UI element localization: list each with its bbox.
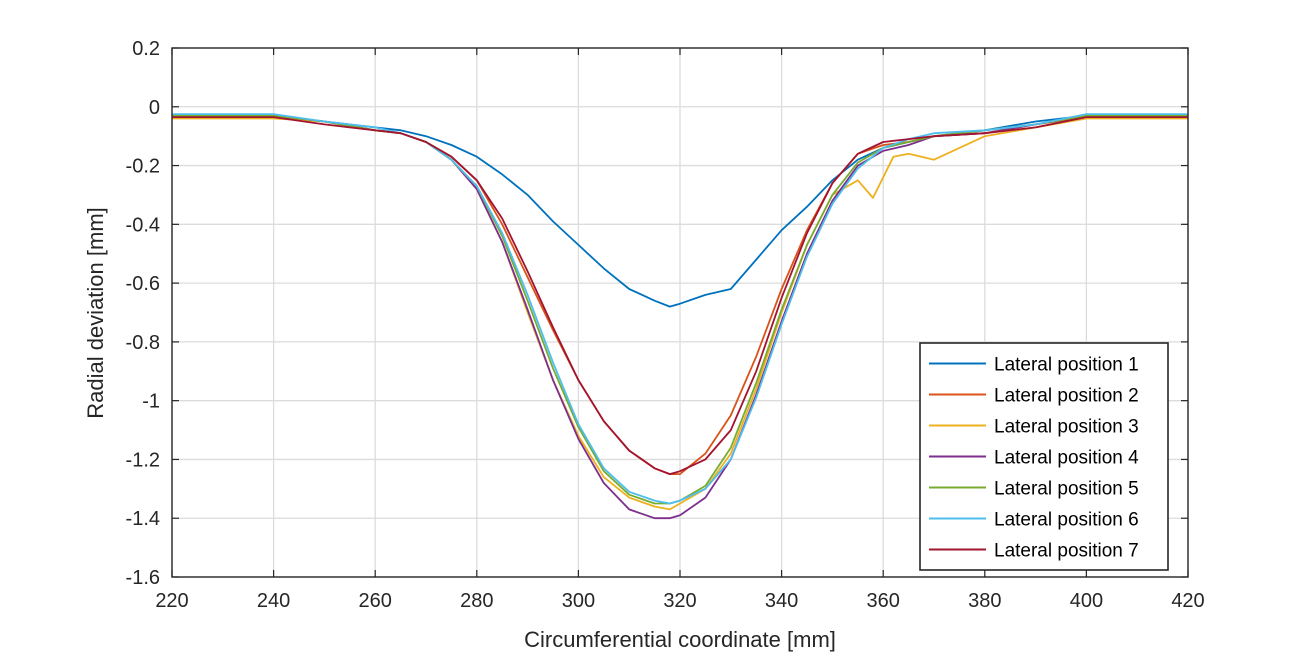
legend: Lateral position 1 Lateral position 2 Late… (919, 342, 1169, 571)
x-tick-label: 340 (765, 590, 798, 612)
legend-label-6: Lateral position 6 (994, 510, 1139, 531)
x-tick-label: 400 (1070, 590, 1103, 612)
y-tick-label: 0 (149, 97, 160, 119)
y-tick-label: -0.6 (126, 273, 160, 295)
legend-label-4: Lateral position 4 (994, 448, 1139, 469)
y-tick-label: -0.2 (126, 156, 160, 178)
x-tick-label: 260 (359, 590, 392, 612)
y-tick-label: -0.4 (126, 214, 160, 236)
x-tick-label: 300 (562, 590, 595, 612)
y-tick-label: -1.2 (126, 449, 160, 471)
legend-label-2: Lateral position 2 (994, 386, 1139, 407)
x-axis-label: Circumferential coordinate [mm] (524, 627, 836, 652)
y-tick-label: -1.4 (126, 508, 160, 530)
legend-label-7: Lateral position 7 (994, 541, 1139, 562)
series-line-7 (172, 116, 1188, 476)
legend-label-3: Lateral position 3 (994, 417, 1139, 438)
x-tick-label: 320 (663, 590, 696, 612)
x-tick-label: 380 (968, 590, 1001, 612)
x-tick-label: 280 (460, 590, 493, 612)
x-tick-label: 240 (257, 590, 290, 612)
x-tick-label: 420 (1171, 590, 1204, 612)
tick-labels: 220 240 260 280 300 320 340 360 380 400 420 -1.6 -1.… (126, 38, 1205, 612)
y-tick-label: -1 (142, 391, 160, 413)
y-axis-label: Radial deviation [mm] (83, 207, 108, 419)
axes (171, 47, 1189, 578)
legend-label-1: Lateral position 1 (994, 355, 1139, 376)
y-tick-label: -0.8 (126, 332, 160, 354)
x-tick-label: 220 (155, 590, 188, 612)
series-lines (172, 113, 1188, 520)
y-tick-label: 0.2 (132, 38, 160, 60)
legend-label-5: Lateral position 5 (994, 479, 1139, 500)
y-tick-label: -1.6 (126, 567, 160, 589)
x-tick-label: 360 (867, 590, 900, 612)
